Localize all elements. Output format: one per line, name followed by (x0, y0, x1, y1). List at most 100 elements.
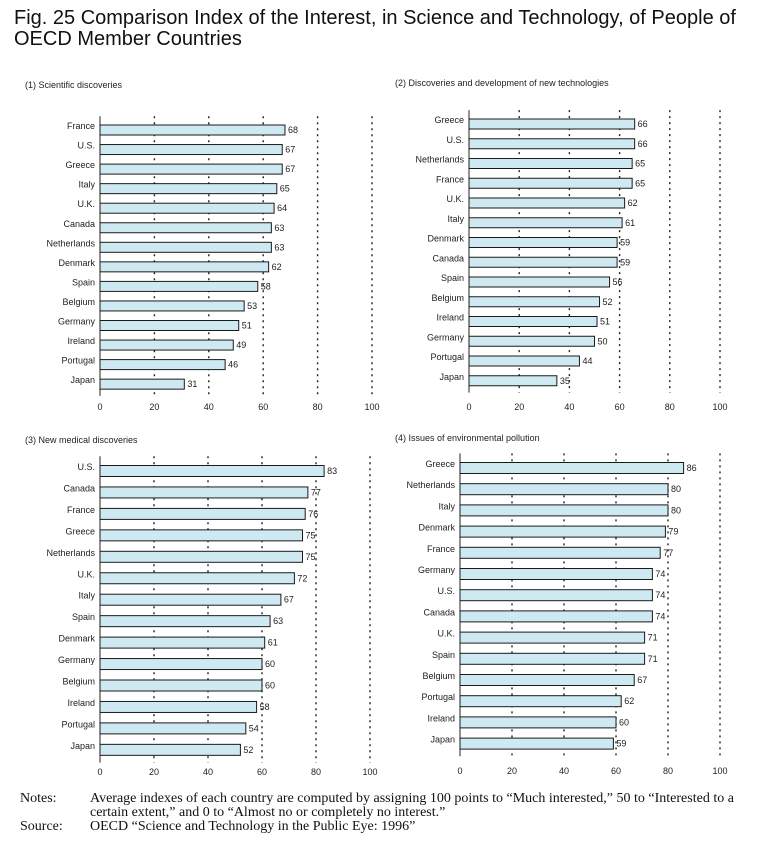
chart-svg-2: (2) Discoveries and development of new t… (395, 78, 728, 412)
category-label: U.K. (437, 629, 455, 639)
bar-japan (468, 375, 558, 387)
value-label: 59 (620, 238, 630, 248)
bar-portugal (99, 359, 226, 371)
value-label: 68 (288, 125, 298, 135)
x-tick-label-60: 60 (611, 766, 621, 776)
bar-france (99, 507, 306, 520)
bar-italy (99, 593, 282, 606)
bar-ireland (99, 339, 234, 351)
notes-text: Average indexes of each country are comp… (90, 791, 734, 820)
value-label: 62 (628, 198, 638, 208)
category-label: France (67, 505, 95, 515)
bar-spain (99, 615, 271, 628)
bar-italy (459, 504, 669, 517)
category-label: Netherlands (46, 548, 95, 558)
x-tick-label-40: 40 (564, 402, 574, 412)
bar-greece (99, 529, 303, 542)
value-label: 65 (280, 184, 290, 194)
category-label: Netherlands (406, 480, 455, 490)
x-tick-label-40: 40 (559, 766, 569, 776)
bar-italy (99, 183, 278, 195)
category-label: Spain (72, 277, 95, 287)
category-label: France (67, 121, 95, 131)
value-label: 74 (655, 569, 665, 579)
bar-spain (99, 280, 259, 292)
bar-canada (468, 256, 618, 268)
notes-label: Notes: (20, 791, 57, 806)
category-label: Canada (63, 219, 95, 229)
category-label: Portugal (61, 719, 95, 729)
value-label: 51 (242, 321, 252, 331)
value-label: 71 (648, 654, 658, 664)
bar-portugal (99, 722, 247, 735)
bar-germany (99, 320, 240, 331)
value-label: 63 (274, 223, 284, 233)
x-tick-label-20: 20 (149, 767, 159, 777)
x-tick-label-100: 100 (364, 402, 379, 412)
bar-germany (99, 658, 263, 671)
bar-denmark (99, 636, 266, 649)
category-label: Portugal (61, 356, 95, 366)
bar-germany (459, 568, 653, 580)
category-label: U.K. (446, 194, 464, 204)
category-label: Denmark (58, 258, 95, 268)
bar-u-s- (459, 589, 653, 602)
figure-title: Fig. 25 Comparison Index of the Interest… (14, 7, 736, 50)
value-label: 67 (285, 145, 295, 155)
category-label: Canada (432, 253, 464, 263)
value-label: 86 (687, 463, 697, 473)
chart-panel-new-technologies: (2) Discoveries and development of new t… (385, 78, 771, 418)
value-label: 75 (306, 530, 316, 540)
x-tick-label-60: 60 (615, 402, 625, 412)
value-label: 77 (663, 548, 673, 558)
value-label: 59 (620, 257, 630, 267)
bar-canada (99, 486, 309, 499)
bar-u-s- (99, 144, 283, 156)
category-label: U.S. (437, 586, 455, 596)
category-label: U.S. (446, 135, 464, 145)
value-label: 80 (671, 484, 681, 494)
x-tick-label-0: 0 (97, 767, 102, 777)
value-label: 67 (637, 675, 647, 685)
x-tick-label-60: 60 (258, 402, 268, 412)
value-label: 54 (249, 723, 259, 733)
bar-denmark (468, 237, 618, 248)
category-label: U.K. (77, 569, 95, 579)
x-tick-label-80: 80 (665, 402, 675, 412)
x-tick-label-80: 80 (311, 767, 321, 777)
value-label: 61 (268, 638, 278, 648)
notes-row: Notes: Average indexes of each country a… (20, 792, 760, 820)
category-label: Belgium (62, 297, 95, 307)
source-text: OECD “Science and Technology in the Publ… (90, 819, 416, 834)
bar-u-k- (459, 631, 646, 644)
bar-canada (99, 222, 272, 234)
category-label: Portugal (430, 352, 464, 362)
bar-denmark (459, 525, 666, 538)
category-label: Ireland (427, 713, 455, 723)
bar-canada (459, 610, 653, 623)
value-label: 67 (284, 595, 294, 605)
category-label: U.S. (77, 141, 95, 151)
bar-greece (99, 163, 283, 175)
category-label: Germany (418, 565, 456, 575)
category-label: U.S. (77, 462, 95, 472)
category-label: Denmark (58, 634, 95, 644)
x-tick-label-40: 40 (204, 402, 214, 412)
bar-spain (459, 652, 646, 665)
x-tick-label-100: 100 (712, 402, 727, 412)
bar-ireland (468, 316, 598, 327)
chart-svg-3: (3) New medical discoveries 0 20 40 60 80 100 U… (25, 435, 378, 777)
x-tick-label-100: 100 (362, 767, 377, 777)
category-label: Belgium (431, 293, 464, 303)
x-tick-label-0: 0 (466, 402, 471, 412)
x-tick-label-80: 80 (313, 402, 323, 412)
bar-u-s- (99, 465, 325, 477)
x-tick-label-0: 0 (457, 766, 462, 776)
value-label: 65 (635, 178, 645, 188)
bar-u-k- (99, 202, 275, 214)
value-label: 76 (308, 509, 318, 519)
bar-portugal (468, 355, 580, 367)
bar-netherlands (468, 158, 633, 169)
category-label: Greece (434, 115, 464, 125)
value-label: 74 (655, 590, 665, 600)
